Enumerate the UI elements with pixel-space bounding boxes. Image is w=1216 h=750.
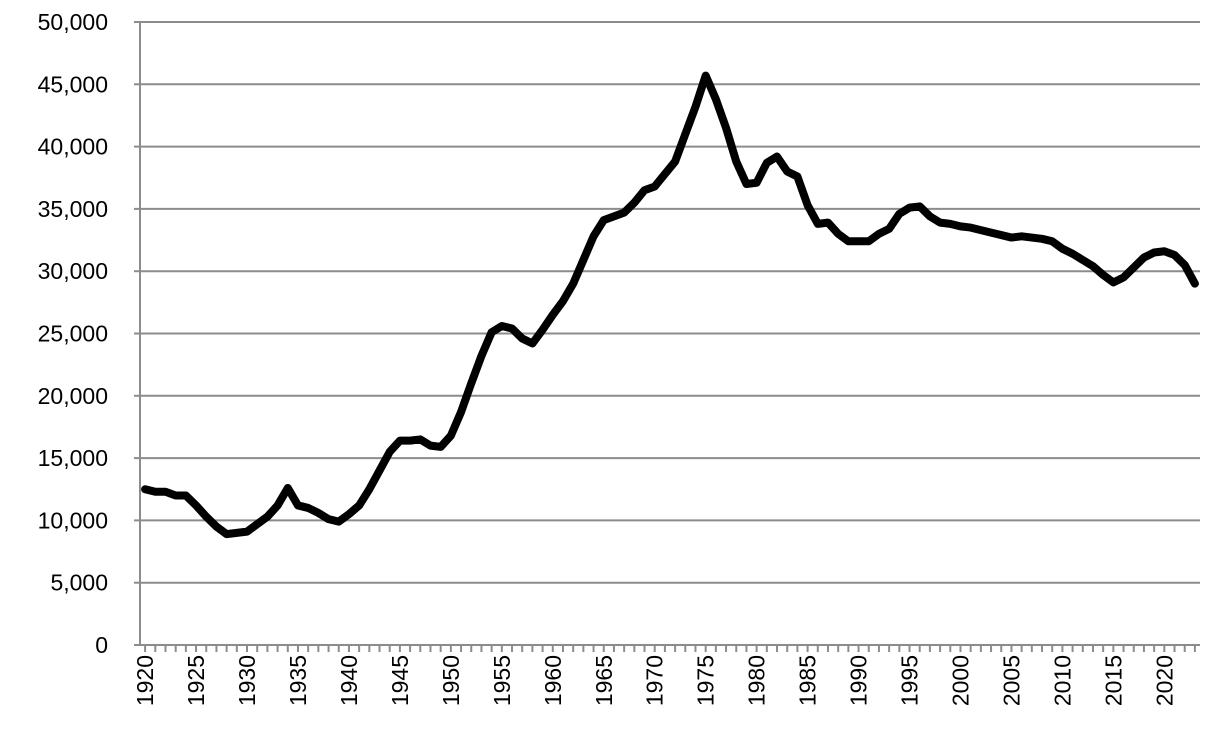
x-tick-label: 2010 [1049, 655, 1075, 706]
y-tick-label: 40,000 [38, 134, 108, 160]
x-tick-label: 2005 [998, 655, 1024, 706]
x-tick-label: 1980 [744, 655, 770, 706]
x-tick-label: 1990 [846, 655, 872, 706]
x-tick-label: 1975 [693, 655, 719, 706]
x-tick-label: 1935 [285, 655, 311, 706]
y-tick-label: 5,000 [50, 570, 108, 596]
y-tick-label: 50,000 [38, 9, 108, 35]
data-line [141, 71, 1199, 539]
x-tick-label: 2020 [1151, 655, 1177, 706]
y-tick-label: 15,000 [38, 445, 108, 471]
x-tick-label: 1985 [795, 655, 821, 706]
y-tick-label: 25,000 [38, 321, 108, 347]
x-tick-label: 1930 [234, 655, 260, 706]
x-tick-label: 1955 [489, 655, 515, 706]
y-tick-label: 35,000 [38, 196, 108, 222]
x-tick-label: 2015 [1100, 655, 1126, 706]
y-tick-label: 0 [95, 632, 108, 658]
x-tick-label: 1925 [183, 655, 209, 706]
y-tick-label: 20,000 [38, 383, 108, 409]
x-tick-label: 1960 [540, 655, 566, 706]
x-tick-label: 1950 [438, 655, 464, 706]
y-tick-label: 30,000 [38, 258, 108, 284]
x-tick-label: 1945 [387, 655, 413, 706]
x-tick-label: 1940 [336, 655, 362, 706]
x-tick-label: 1970 [642, 655, 668, 706]
x-tick-label: 2000 [947, 655, 973, 706]
x-tick-label: 1920 [132, 655, 158, 706]
x-tick-label: 1965 [591, 655, 617, 706]
y-tick-label: 10,000 [38, 507, 108, 533]
y-tick-label: 45,000 [38, 71, 108, 97]
x-tick-label: 1995 [897, 655, 923, 706]
